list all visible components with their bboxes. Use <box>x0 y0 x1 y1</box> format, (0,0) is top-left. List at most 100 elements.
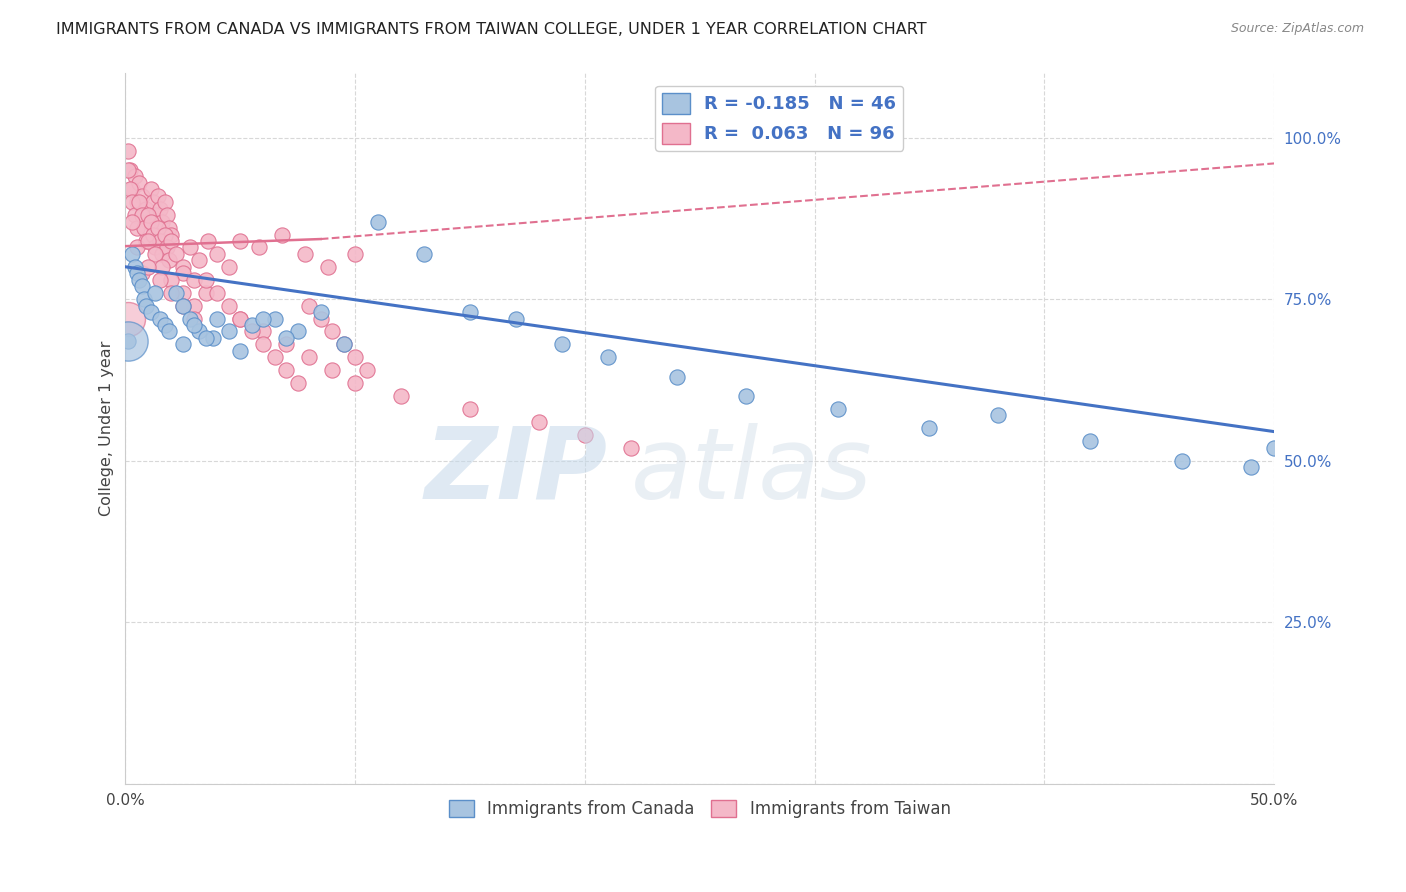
Point <box>332 337 354 351</box>
Point <box>197 234 219 248</box>
Point <box>121 247 143 261</box>
Text: Source: ZipAtlas.com: Source: ZipAtlas.com <box>1230 22 1364 36</box>
Point <box>153 195 176 210</box>
Point <box>309 305 332 319</box>
Point <box>124 169 146 184</box>
Point <box>143 240 166 254</box>
Point <box>229 343 252 358</box>
Point <box>117 162 139 177</box>
Point <box>149 234 172 248</box>
Point <box>172 299 194 313</box>
Point <box>276 331 298 345</box>
Point <box>157 253 180 268</box>
Point <box>263 351 285 365</box>
Point <box>131 208 153 222</box>
Point <box>183 273 205 287</box>
Point <box>157 221 180 235</box>
Point <box>201 331 224 345</box>
Point <box>153 227 176 242</box>
Point <box>172 260 194 274</box>
Point <box>160 227 183 242</box>
Point <box>128 273 150 287</box>
Point <box>218 325 240 339</box>
Point <box>117 334 139 348</box>
Point <box>139 214 162 228</box>
Point <box>218 260 240 274</box>
Point <box>150 214 173 228</box>
Point <box>183 318 205 332</box>
Point <box>143 208 166 222</box>
Point <box>827 401 849 416</box>
Point <box>156 240 179 254</box>
Point <box>252 311 274 326</box>
Point <box>1078 434 1101 449</box>
Point <box>125 195 148 210</box>
Point <box>143 247 166 261</box>
Point <box>132 292 155 306</box>
Point <box>918 421 941 435</box>
Point <box>146 188 169 202</box>
Point <box>150 247 173 261</box>
Point <box>1171 453 1194 467</box>
Point <box>252 325 274 339</box>
Point <box>138 260 160 274</box>
Point <box>229 311 252 326</box>
Point <box>124 260 146 274</box>
Point <box>157 325 180 339</box>
Point <box>120 182 142 196</box>
Point <box>150 260 173 274</box>
Point <box>172 285 194 300</box>
Point <box>160 285 183 300</box>
Point <box>131 266 153 280</box>
Point <box>179 240 201 254</box>
Point <box>121 195 143 210</box>
Point <box>160 273 183 287</box>
Point <box>389 389 412 403</box>
Point <box>987 409 1010 423</box>
Point <box>276 337 298 351</box>
Point <box>294 247 316 261</box>
Point <box>344 351 367 365</box>
Point <box>270 227 292 242</box>
Point <box>117 144 139 158</box>
Point <box>172 299 194 313</box>
Point <box>574 427 596 442</box>
Point <box>321 363 343 377</box>
Point <box>596 351 619 365</box>
Point <box>321 325 343 339</box>
Point <box>247 240 270 254</box>
Point <box>194 285 217 300</box>
Point <box>276 363 298 377</box>
Point <box>413 247 436 261</box>
Point <box>142 227 165 242</box>
Point <box>188 325 211 339</box>
Point <box>458 305 481 319</box>
Point <box>218 299 240 313</box>
Y-axis label: College, Under 1 year: College, Under 1 year <box>100 341 114 516</box>
Point <box>149 273 172 287</box>
Point <box>143 285 166 300</box>
Text: ZIP: ZIP <box>425 423 607 519</box>
Point <box>298 299 321 313</box>
Point <box>344 376 367 391</box>
Point <box>139 182 162 196</box>
Point <box>125 221 148 235</box>
Point <box>135 234 157 248</box>
Point <box>149 202 172 216</box>
Point <box>207 247 229 261</box>
Point <box>1240 460 1263 475</box>
Point <box>179 311 201 326</box>
Point <box>120 162 142 177</box>
Point <box>194 273 217 287</box>
Point <box>734 389 756 403</box>
Point <box>132 221 155 235</box>
Point <box>183 311 205 326</box>
Point <box>117 334 139 348</box>
Text: IMMIGRANTS FROM CANADA VS IMMIGRANTS FROM TAIWAN COLLEGE, UNDER 1 YEAR CORRELATI: IMMIGRANTS FROM CANADA VS IMMIGRANTS FRO… <box>56 22 927 37</box>
Point <box>367 214 389 228</box>
Point <box>131 279 153 293</box>
Point <box>138 234 160 248</box>
Point <box>121 182 143 196</box>
Point <box>551 337 574 351</box>
Point <box>172 266 194 280</box>
